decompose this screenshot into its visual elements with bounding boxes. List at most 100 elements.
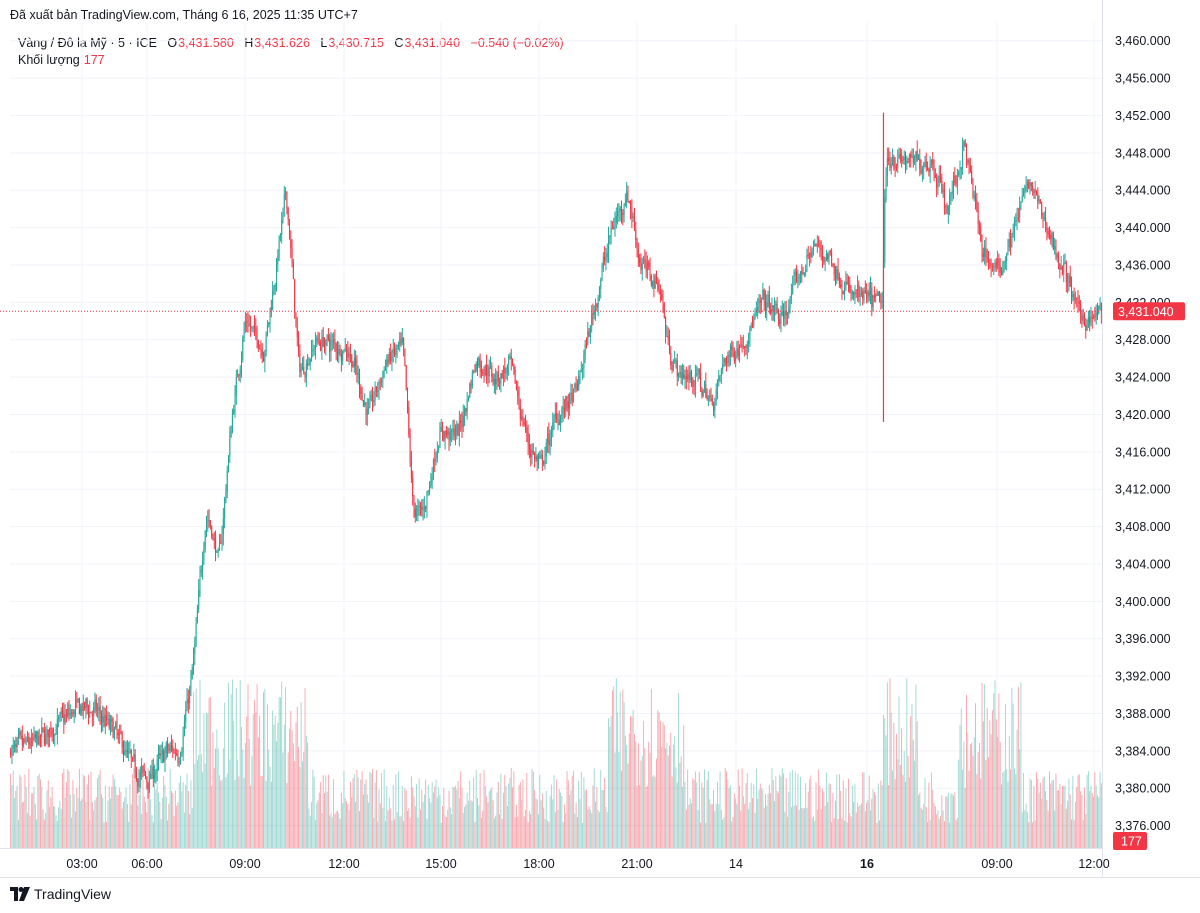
volume-bar xyxy=(976,774,978,848)
volume-bar xyxy=(309,815,311,848)
volume-bar xyxy=(737,769,739,848)
candle-body xyxy=(340,354,342,361)
volume-bar xyxy=(147,768,149,848)
candle-body xyxy=(853,291,855,295)
candle-body xyxy=(317,338,319,342)
volume-bar xyxy=(401,786,403,848)
volume-bar xyxy=(300,702,302,848)
price-tick-label: 3,436.000 xyxy=(1115,258,1171,272)
volume-bar xyxy=(171,790,172,848)
candle-body xyxy=(661,293,663,300)
volume-bar xyxy=(221,779,223,848)
candle-body xyxy=(633,216,635,231)
volume-bar xyxy=(988,757,989,848)
candle-body xyxy=(794,272,796,276)
candle-body xyxy=(147,782,149,790)
candle-body xyxy=(477,363,479,366)
volume-bar xyxy=(995,719,997,848)
candle-body xyxy=(761,299,763,304)
volume-bar xyxy=(978,743,980,848)
volume-bar xyxy=(910,716,912,848)
candle-body xyxy=(777,312,779,319)
volume-bar xyxy=(911,703,913,848)
candle-body xyxy=(294,278,296,313)
volume-bar xyxy=(194,764,196,848)
candle-body xyxy=(209,520,211,527)
volume-bar xyxy=(929,820,931,848)
candle-body xyxy=(570,392,572,394)
volume-bar xyxy=(1055,773,1057,848)
volume-bar xyxy=(125,787,127,848)
volume-bar xyxy=(269,766,271,848)
candle-body xyxy=(687,374,689,379)
candle-body xyxy=(327,335,329,339)
candle-body xyxy=(592,313,594,315)
volume-bar xyxy=(1093,796,1095,848)
volume-bar xyxy=(440,822,442,848)
candle-body xyxy=(780,315,782,325)
candle-body xyxy=(1013,221,1015,231)
symbol-name[interactable]: Vàng / Đô la Mỹ · 5 · ICE xyxy=(18,36,157,50)
volume-bar xyxy=(42,809,44,848)
candle-body xyxy=(470,384,472,386)
volume-bar xyxy=(116,794,118,848)
candle-body xyxy=(920,168,922,174)
volume-bar xyxy=(141,813,143,848)
candle-body xyxy=(903,157,905,160)
volume-bar xyxy=(349,782,351,848)
candle-body xyxy=(430,480,432,486)
volume-bar xyxy=(351,797,353,848)
volume-bar xyxy=(736,803,738,848)
candle-body xyxy=(832,263,834,265)
volume-bar xyxy=(907,755,909,848)
candle-body xyxy=(844,287,846,294)
volume-bar xyxy=(860,803,862,848)
candle-body xyxy=(30,738,32,747)
volume-bar xyxy=(500,773,502,848)
volume-bar xyxy=(894,779,896,848)
candle-body xyxy=(942,189,944,193)
candle-body xyxy=(100,713,102,723)
candle-body xyxy=(429,485,431,491)
candle-body xyxy=(719,375,721,377)
candle-body xyxy=(512,359,514,364)
candle-body xyxy=(37,732,39,745)
volume-bar xyxy=(688,804,690,848)
candle-body xyxy=(727,355,729,364)
volume-bar xyxy=(1097,795,1098,848)
volume-bar xyxy=(100,794,102,848)
volume-bar xyxy=(1006,769,1008,848)
volume-bar xyxy=(984,684,986,848)
candle-body xyxy=(257,340,259,349)
volume-bar xyxy=(134,773,136,848)
candle-body xyxy=(342,350,344,361)
volume-bar xyxy=(291,730,293,848)
candle-body xyxy=(738,344,741,356)
candle-body xyxy=(21,736,23,745)
volume-bar xyxy=(942,810,944,848)
close-label: C xyxy=(394,36,404,50)
candle-body xyxy=(107,718,109,721)
tradingview-logo[interactable]: TradingView xyxy=(10,886,111,902)
candle-body xyxy=(876,294,878,296)
volume-bar xyxy=(200,754,202,848)
candle-body xyxy=(994,261,996,266)
candle-body xyxy=(880,302,882,304)
volume-label[interactable]: Khối lượng xyxy=(18,53,80,67)
candle-body xyxy=(547,433,549,443)
candle-body xyxy=(914,162,916,164)
candle-body xyxy=(313,348,315,350)
candle-body xyxy=(348,353,350,358)
candle-body xyxy=(539,455,541,459)
candle-body xyxy=(846,281,848,285)
candle-body xyxy=(152,766,154,779)
candle-body xyxy=(659,290,661,294)
volume-bar xyxy=(837,819,839,848)
candle-body xyxy=(10,750,12,756)
candle-body xyxy=(32,738,34,740)
volume-bar xyxy=(510,768,512,848)
candle-body xyxy=(522,415,524,422)
candle-body xyxy=(693,385,695,387)
volume-bar xyxy=(77,798,79,848)
